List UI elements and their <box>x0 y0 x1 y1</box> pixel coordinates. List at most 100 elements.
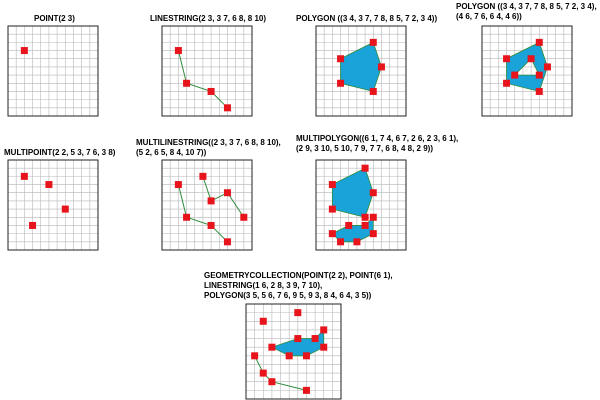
caption-multilinestring: MULTILINESTRING((2 3, 3 7, 6 8, 8 10), (… <box>136 138 281 158</box>
point-marker <box>174 47 182 55</box>
point-marker <box>268 343 276 351</box>
multipolygon-grid <box>315 159 407 251</box>
geometrycollection-grid <box>245 303 342 400</box>
caption-polygon: POLYGON ((3 4, 3 7, 7 8, 8 5, 7 2, 3 4)) <box>296 14 437 24</box>
point-marker <box>207 87 215 95</box>
point-marker <box>543 63 551 71</box>
grid-frame <box>315 159 407 251</box>
polygon-shape <box>331 167 374 218</box>
point-marker <box>207 197 215 205</box>
point-marker <box>353 238 361 246</box>
point-marker <box>535 71 543 79</box>
point-marker <box>302 386 310 394</box>
grid-frame <box>481 25 573 117</box>
point-marker <box>361 221 369 229</box>
point-marker <box>328 205 336 213</box>
caption-multipoint: MULTIPOINT(2 2, 5 3, 7 6, 3 8) <box>4 148 115 158</box>
point-marker <box>207 221 215 229</box>
point-marker <box>174 181 182 189</box>
point-marker <box>527 55 535 63</box>
line-string <box>202 176 245 218</box>
point-marker <box>268 378 276 386</box>
caption-line: (4 6, 7 6, 6 4, 4 6)) <box>456 12 522 21</box>
point-grid <box>7 25 99 117</box>
caption-line: POLYGON(3 5, 5 6, 7 6, 9 5, 9 3, 8 4, 6 … <box>204 291 372 300</box>
caption-line: LINESTRING(1 6, 2 8, 3 9, 7 10), <box>204 281 323 290</box>
point-marker <box>328 181 336 189</box>
polygon-grid <box>315 25 407 117</box>
caption-line: LINESTRING(2 3, 3 7, 6 8, 8 10) <box>150 14 267 23</box>
point-marker <box>511 71 519 79</box>
line-string <box>177 50 228 109</box>
caption-polygon-hole: POLYGON ((3 4, 3 7, 7 8, 8 5, 7 2, 3 4),… <box>456 2 597 22</box>
polygon-shape <box>331 216 374 243</box>
point-marker <box>503 55 511 63</box>
point-marker <box>369 213 377 221</box>
point-marker <box>535 87 543 95</box>
line-string <box>254 355 307 391</box>
point-marker <box>302 352 310 360</box>
caption-point: POINT(2 3) <box>34 14 75 24</box>
point-marker <box>535 38 543 46</box>
polygon-hole-grid <box>481 25 573 117</box>
point-marker <box>285 352 293 360</box>
point-marker <box>337 238 345 246</box>
multilinestring-grid <box>161 159 253 251</box>
multipoint-grid <box>7 159 99 251</box>
point-marker <box>345 221 353 229</box>
point-marker <box>311 335 319 343</box>
caption-line: POLYGON ((3 4, 3 7, 7 8, 8 5, 7 2, 3 4)) <box>296 14 438 23</box>
point-marker <box>29 221 37 229</box>
caption-line: POINT(2 3) <box>34 14 75 23</box>
grid-frame <box>161 25 253 117</box>
point-marker <box>369 189 377 197</box>
point-marker <box>361 213 369 221</box>
point-marker <box>320 326 328 334</box>
grid-frame <box>315 25 407 117</box>
point-marker <box>503 79 511 87</box>
caption-line: (2 9, 3 10, 5 10, 7 9, 7 7, 6 8, 4 8, 2 … <box>296 144 433 153</box>
grid-frame <box>245 303 342 400</box>
point-marker <box>294 309 302 317</box>
point-marker <box>259 317 267 325</box>
polygon-shape <box>340 41 382 92</box>
point-marker <box>223 104 231 112</box>
grid-frame <box>7 159 99 251</box>
point-marker <box>369 230 377 238</box>
caption-multipolygon: MULTIPOLYGON((6 1, 7 4, 6 7, 2 6, 2 3, 6… <box>296 134 458 154</box>
point-marker <box>223 189 231 197</box>
point-marker <box>259 369 267 377</box>
point-marker <box>328 230 336 238</box>
caption-line: POLYGON ((3 4, 3 7, 7 8, 8 5, 7 2, 3 4), <box>456 2 597 11</box>
caption-line: GEOMETRYCOLLECTION(POINT(2 2), POINT(6 1… <box>204 271 393 280</box>
point-marker <box>369 87 377 95</box>
point-marker <box>20 172 28 180</box>
caption-line: MULTIPOLYGON((6 1, 7 4, 6 7, 2 6, 2 3, 6… <box>296 134 459 143</box>
point-marker <box>337 79 345 87</box>
point-marker <box>20 47 28 55</box>
point-marker <box>199 172 207 180</box>
point-marker <box>61 205 69 213</box>
line-string <box>177 184 228 243</box>
polygon-shape <box>506 41 548 92</box>
point-marker <box>294 335 302 343</box>
caption-linestring: LINESTRING(2 3, 3 7, 6 8, 8 10) <box>150 14 266 24</box>
caption-line: MULTIPOINT(2 2, 5 3, 7 6, 3 8) <box>4 148 116 157</box>
point-marker <box>369 38 377 46</box>
caption-geometrycollection: GEOMETRYCOLLECTION(POINT(2 2), POINT(6 1… <box>204 271 393 301</box>
linestring-grid <box>161 25 253 117</box>
point-marker <box>377 63 385 71</box>
point-marker <box>45 181 53 189</box>
point-marker <box>223 238 231 246</box>
point-marker <box>337 55 345 63</box>
grid-frame <box>161 159 253 251</box>
point-marker <box>320 343 328 351</box>
point-marker <box>251 352 259 360</box>
point-marker <box>240 213 248 221</box>
caption-line: MULTILINESTRING((2 3, 3 7, 6 8, 8 10), <box>136 138 281 147</box>
grid-frame <box>7 25 99 117</box>
point-marker <box>183 213 191 221</box>
point-marker <box>361 164 369 172</box>
point-marker <box>183 79 191 87</box>
caption-line: (5 2, 6 5, 8 4, 10 7)) <box>136 148 207 157</box>
